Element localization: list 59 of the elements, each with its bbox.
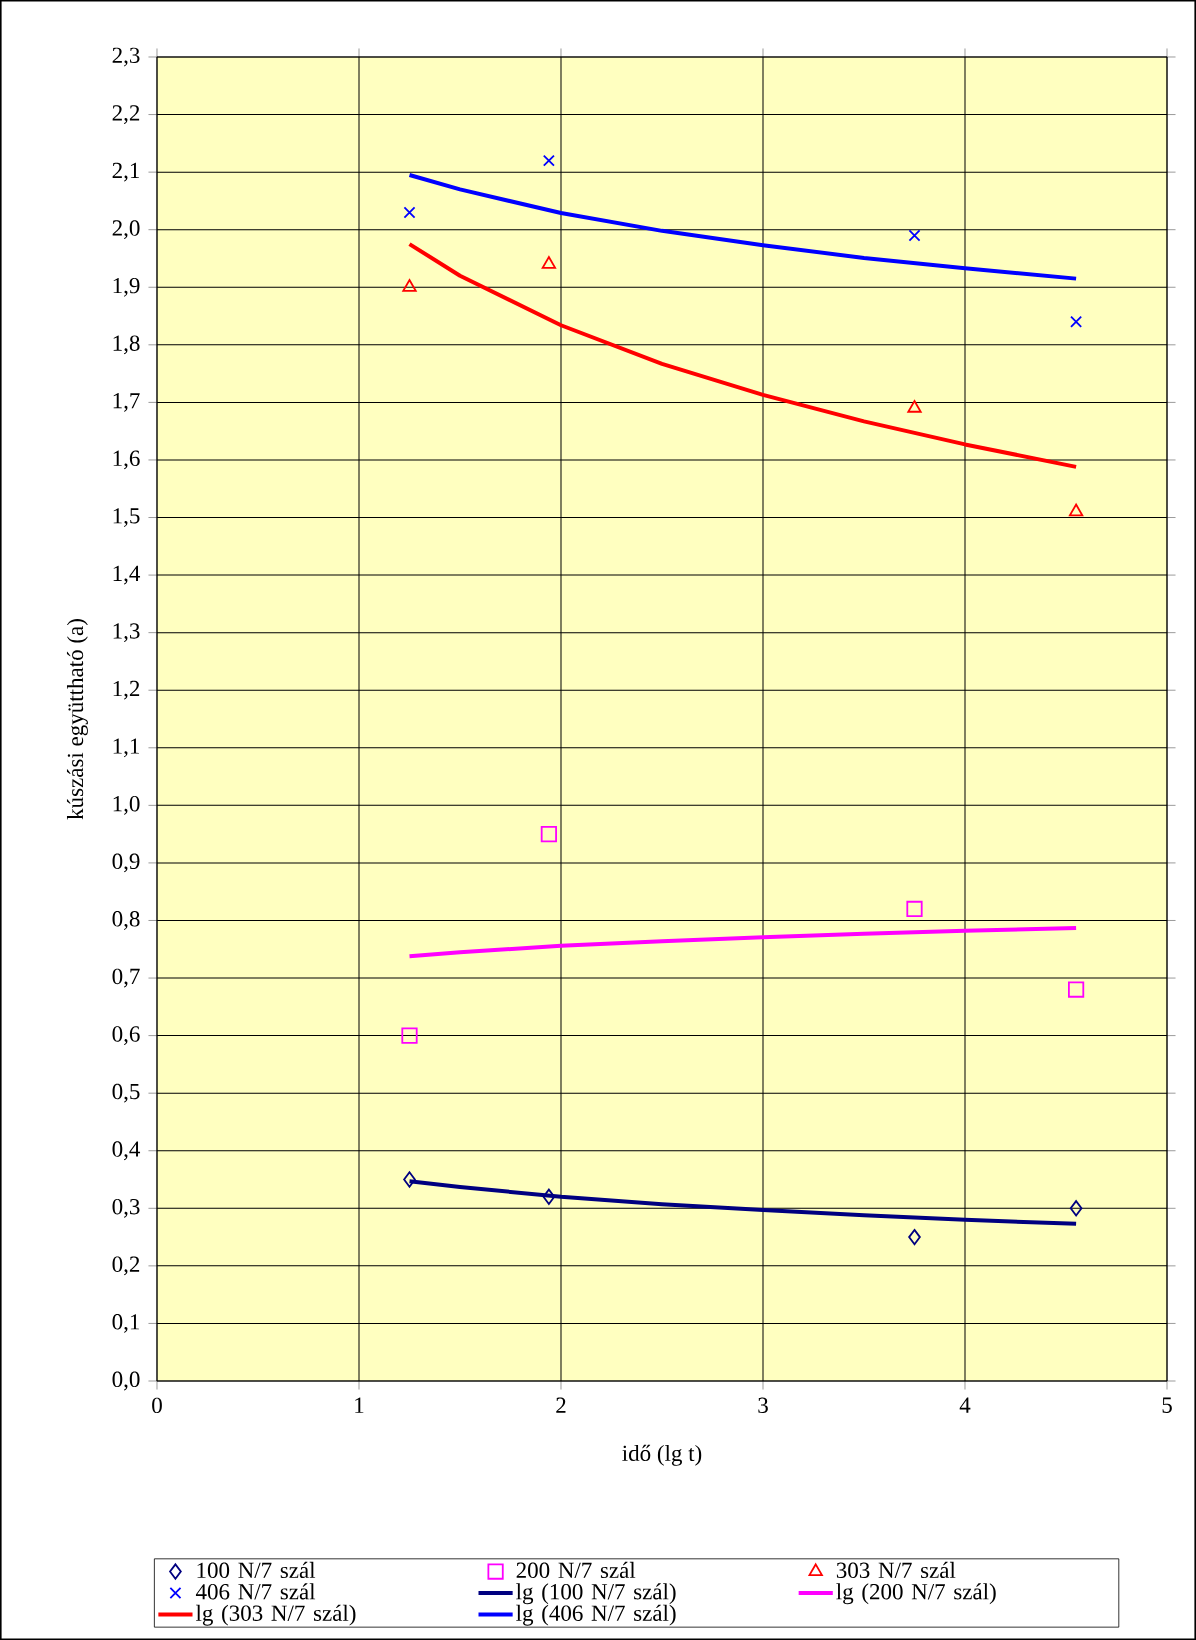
point bbox=[403, 206, 416, 219]
legend-label: 200 N/7 szál bbox=[516, 1561, 636, 1579]
y-tick-label: 1,7 bbox=[113, 393, 140, 412]
point bbox=[542, 154, 555, 167]
x-tick-label: 0 bbox=[152, 1397, 162, 1414]
y-axis-title: kúszási együttható (a) bbox=[66, 619, 88, 820]
point bbox=[542, 1188, 556, 1205]
y-tick-label: 0,4 bbox=[112, 1141, 141, 1161]
y-tick-label: 1,5 bbox=[113, 508, 140, 527]
point bbox=[906, 900, 923, 918]
x-tick-label: 5 bbox=[1162, 1397, 1172, 1413]
x-axis-title: idő (lg t) bbox=[622, 1444, 702, 1466]
legend-label: lg (100 N/7 szál) bbox=[516, 1583, 676, 1605]
legend-label: lg (406 N/7 szál) bbox=[516, 1604, 676, 1626]
y-tick-label: 2,2 bbox=[112, 105, 140, 124]
x-tick-label: 3 bbox=[758, 1397, 768, 1414]
y-tick-label: 1,1 bbox=[113, 738, 139, 758]
point bbox=[1068, 503, 1084, 517]
line-series bbox=[407, 925, 1079, 959]
point bbox=[402, 279, 417, 292]
point bbox=[908, 1228, 921, 1246]
y-tick-label: 0,2 bbox=[112, 1256, 140, 1276]
legend-label: 303 N/7 szál bbox=[836, 1561, 956, 1579]
point bbox=[908, 229, 921, 242]
y-tick-label: 0,8 bbox=[112, 911, 140, 930]
legend-label: 406 N/7 szál bbox=[195, 1583, 316, 1600]
x-tick-label: 2 bbox=[556, 1397, 566, 1413]
legend-label: lg (303 N/7 szál) bbox=[195, 1604, 356, 1626]
y-tick-label: 0,5 bbox=[112, 1083, 140, 1103]
y-tick-label: 2,3 bbox=[112, 47, 140, 67]
point bbox=[907, 400, 922, 413]
x-tick-label: 1 bbox=[355, 1397, 364, 1413]
y-tick-label: 0,3 bbox=[112, 1198, 140, 1218]
point bbox=[403, 1171, 416, 1188]
y-tick-label: 0,7 bbox=[112, 968, 140, 988]
y-tick-label: 1,8 bbox=[113, 335, 140, 355]
y-tick-label: 2,0 bbox=[112, 220, 140, 240]
line-series bbox=[407, 173, 1079, 281]
point bbox=[1069, 1200, 1083, 1217]
y-tick-label: 1,4 bbox=[113, 565, 141, 585]
point bbox=[541, 256, 557, 269]
y-tick-label: 0,0 bbox=[112, 1371, 140, 1391]
y-tick-label: 1,0 bbox=[113, 795, 140, 815]
point bbox=[401, 1027, 418, 1044]
y-tick-label: 1,9 bbox=[113, 277, 140, 297]
y-tick-label: 0,1 bbox=[112, 1314, 139, 1333]
y-tick-label: 1,6 bbox=[113, 450, 140, 470]
point bbox=[1070, 315, 1083, 328]
legend-label: 100 N/7 szál bbox=[197, 1561, 316, 1579]
line-series bbox=[407, 242, 1079, 469]
y-tick-label: 1,3 bbox=[113, 623, 140, 643]
y-tick-label: 0,6 bbox=[112, 1026, 140, 1046]
y-tick-label: 1,2 bbox=[113, 680, 140, 700]
point bbox=[1068, 981, 1085, 998]
y-tick-label: 2,1 bbox=[112, 162, 139, 182]
legend-label: lg (200 N/7 szál) bbox=[836, 1583, 996, 1605]
x-tick-label: 4 bbox=[959, 1397, 971, 1413]
y-tick-label: 0,9 bbox=[112, 853, 140, 873]
point bbox=[540, 826, 557, 843]
